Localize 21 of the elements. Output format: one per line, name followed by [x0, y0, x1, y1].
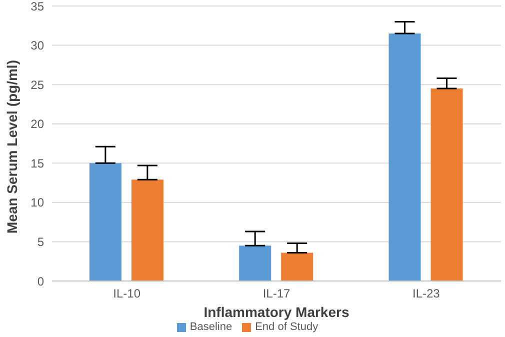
bar [239, 246, 272, 281]
y-tick-label: 15 [30, 156, 44, 170]
x-tick-label: IL-10 [113, 286, 141, 301]
bar [430, 88, 463, 281]
x-tick-label: IL-17 [262, 286, 290, 301]
bar [281, 252, 314, 281]
bar [388, 34, 421, 281]
y-tick-label: 30 [30, 38, 44, 53]
bar [89, 163, 122, 281]
bar [131, 180, 164, 281]
y-tick-label: 35 [30, 0, 44, 14]
legend-label: End of Study [255, 321, 318, 333]
y-tick-label: 5 [37, 234, 44, 249]
y-tick-label: 25 [30, 78, 44, 92]
y-axis-title: Mean Serum Level (pg/ml) [4, 60, 20, 234]
x-axis-title: Inflammatory Markers [204, 304, 350, 320]
y-tick-label: 0 [37, 274, 44, 288]
y-tick-label: 10 [30, 196, 44, 210]
x-tick-label: IL-23 [412, 286, 440, 301]
y-tick-label: 20 [30, 117, 44, 132]
legend-label: Baseline [190, 321, 232, 333]
